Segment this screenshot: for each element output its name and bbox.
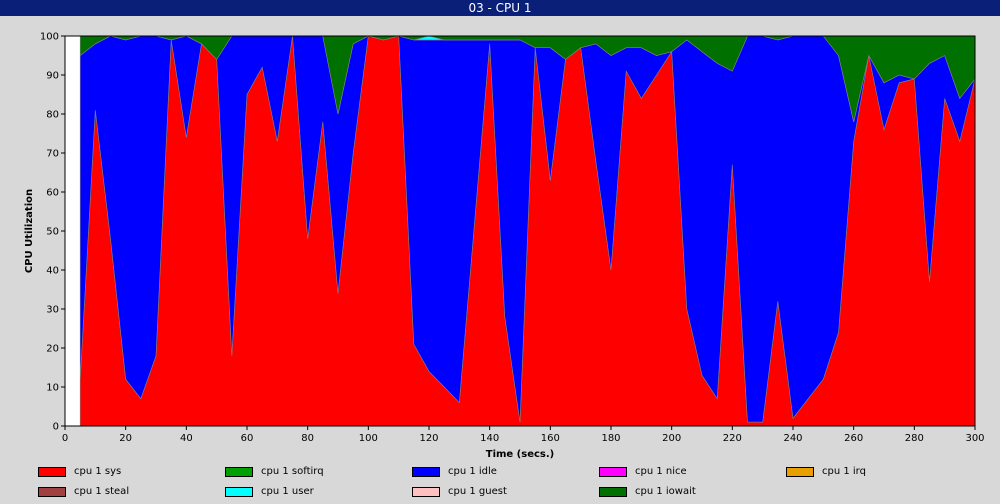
x-tick-label: 120 [419, 433, 438, 444]
y-tick-label: 30 [46, 305, 59, 316]
legend-swatch [38, 467, 66, 477]
axes: 0 10 20 30 40 50 60 70 80 90 100 0 20 40 60 80 100 120 140… [40, 32, 985, 445]
x-tick-label: 160 [541, 433, 560, 444]
x-tick-label: 220 [723, 433, 742, 444]
legend-swatch [38, 487, 66, 497]
x-axis-label: Time (secs.) [486, 449, 555, 460]
x-tick-label: 100 [359, 433, 378, 444]
x-tick-label: 280 [905, 433, 924, 444]
x-tick-label: 200 [662, 433, 681, 444]
x-tick-label: 80 [301, 433, 314, 444]
x-tick-label: 40 [180, 433, 193, 444]
x-tick-label: 60 [241, 433, 254, 444]
window-title: 03 - CPU 1 [468, 1, 532, 15]
x-tick-label: 260 [844, 433, 863, 444]
legend-swatch [225, 487, 253, 497]
y-axis-label: CPU Utilization [24, 189, 35, 273]
legend-label: cpu 1 nice [635, 466, 687, 477]
x-tick-label: 0 [62, 433, 68, 444]
y-tick-label: 50 [46, 227, 59, 238]
area-layers [65, 35, 976, 427]
x-tick-label: 20 [119, 433, 132, 444]
legend-label: cpu 1 iowait [635, 486, 696, 497]
legend-label: cpu 1 guest [448, 486, 507, 497]
y-tick-label: 0 [53, 422, 59, 433]
legend-swatch [412, 487, 440, 497]
y-tick-label: 10 [46, 383, 59, 394]
cpu-utilization-chart: 0 10 20 30 40 50 60 70 80 90 100 0 20 40 60 80 100 120 140… [24, 32, 985, 461]
y-tick-label: 60 [46, 188, 59, 199]
y-tick-label: 100 [40, 32, 59, 43]
legend-label: cpu 1 steal [74, 486, 130, 497]
legend-label: cpu 1 irq [822, 466, 866, 477]
x-tick-label: 300 [965, 433, 984, 444]
y-tick-label: 20 [46, 344, 59, 355]
legend-swatch [225, 467, 253, 477]
window-title-bar: 03 - CPU 1 [0, 0, 1000, 16]
legend-swatch [599, 487, 627, 497]
y-tick-label: 90 [46, 71, 59, 82]
legend-label: cpu 1 sys [74, 466, 122, 477]
legend-label: cpu 1 softirq [261, 466, 324, 477]
legend-label: cpu 1 idle [448, 466, 497, 477]
y-tick-label: 40 [46, 266, 59, 277]
legend-swatch [786, 467, 814, 477]
legend-swatch [599, 467, 627, 477]
x-tick-label: 180 [601, 433, 620, 444]
y-tick-label: 70 [46, 149, 59, 160]
x-tick-label: 240 [783, 433, 802, 444]
legend-label: cpu 1 user [261, 486, 314, 497]
y-tick-label: 80 [46, 110, 59, 121]
legend-swatch [412, 467, 440, 477]
x-tick-label: 140 [480, 433, 499, 444]
